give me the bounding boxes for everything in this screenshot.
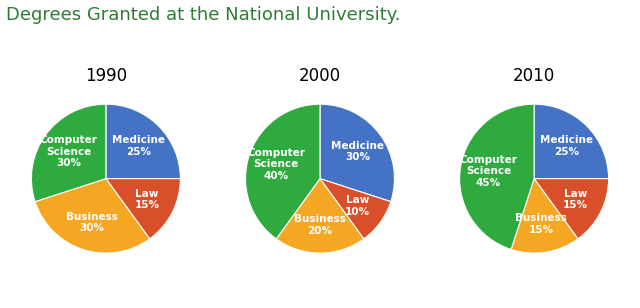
Wedge shape [31,104,106,202]
Wedge shape [511,179,578,253]
Wedge shape [460,104,534,249]
Wedge shape [320,104,394,202]
Wedge shape [106,179,180,239]
Wedge shape [320,179,391,239]
Text: Degrees Granted at the National University.: Degrees Granted at the National Universi… [6,6,401,24]
Text: Business
30%: Business 30% [66,212,118,233]
Wedge shape [534,179,609,239]
Wedge shape [106,104,180,179]
Wedge shape [246,104,320,239]
Text: Law
10%: Law 10% [345,195,370,217]
Wedge shape [534,104,609,179]
Text: Computer
Science
30%: Computer Science 30% [40,135,97,168]
Text: Business
15%: Business 15% [515,213,567,235]
Wedge shape [35,179,150,253]
Text: Computer
Science
40%: Computer Science 40% [247,148,305,181]
Title: 2000: 2000 [299,67,341,85]
Wedge shape [276,179,364,253]
Text: Medicine
30%: Medicine 30% [331,141,384,162]
Text: Medicine
25%: Medicine 25% [112,135,165,157]
Text: Law
15%: Law 15% [563,189,588,210]
Text: Business
20%: Business 20% [294,214,346,236]
Title: 1990: 1990 [85,67,127,85]
Title: 2010: 2010 [513,67,556,85]
Text: Computer
Science
45%: Computer Science 45% [460,155,518,188]
Text: Medicine
25%: Medicine 25% [540,135,593,157]
Text: Law
15%: Law 15% [134,189,159,210]
